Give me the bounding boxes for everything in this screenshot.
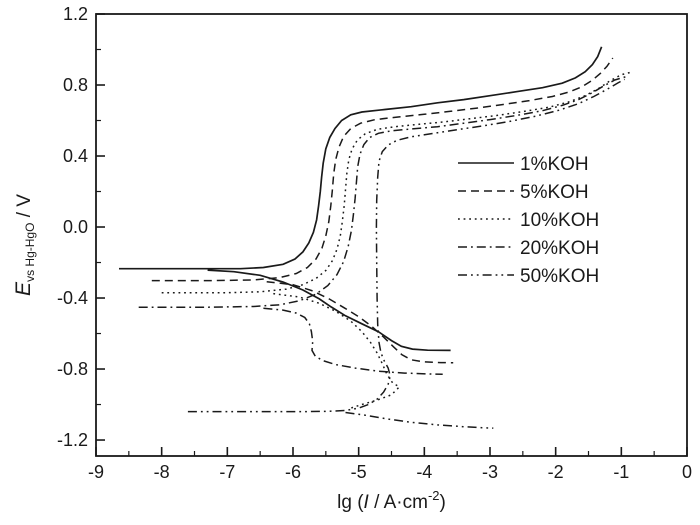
curve-5pct-koh-anodic <box>151 57 614 282</box>
legend-label-20pct-koh: 20%KOH <box>520 238 599 259</box>
x-axis-tick-label: 0 <box>682 462 692 482</box>
y-axis-tick-label: 1.2 <box>63 4 88 24</box>
y-axis-tick-label: 0.0 <box>63 217 88 237</box>
curve-50pct-koh-cathodic <box>345 411 494 429</box>
y-axis-tick-label: -1.2 <box>57 430 88 450</box>
y-axis-tick-label: 0.4 <box>63 146 88 166</box>
x-axis-tick-label: -2 <box>548 462 564 482</box>
x-axis-tick-label: -8 <box>154 462 170 482</box>
x-axis-tick-label: -1 <box>613 462 629 482</box>
curve-1pct-koh-anodic <box>119 46 603 270</box>
legend-label-5pct-koh: 5%KOH <box>520 182 589 203</box>
x-axis-tick-label: -9 <box>88 462 104 482</box>
legend-label-10pct-koh: 10%KOH <box>520 210 599 231</box>
legend-label-1pct-koh: 1%KOH <box>520 154 589 175</box>
y-axis-tick-label: -0.4 <box>57 288 88 308</box>
y-axis-tick-label: -0.8 <box>57 359 88 379</box>
x-axis-title: lg (I / A·cm-2) <box>337 488 446 513</box>
y-axis-title: Evs Hg-HgO / V <box>12 194 37 296</box>
curve-10pct-koh-cathodic <box>273 292 401 409</box>
x-axis-tick-label: -7 <box>219 462 235 482</box>
y-axis-tick-label: 0.8 <box>63 75 88 95</box>
legend-label-50pct-koh: 50%KOH <box>520 266 599 287</box>
x-axis-tick-label: -6 <box>285 462 301 482</box>
curve-1pct-koh-cathodic <box>207 269 451 352</box>
curve-20pct-koh-cathodic <box>263 307 443 375</box>
curve-50pct-koh-anodic <box>187 78 625 413</box>
x-axis-tick-label: -4 <box>416 462 432 482</box>
curve-10pct-koh-anodic <box>161 70 634 294</box>
x-axis-tick-label: -3 <box>482 462 498 482</box>
x-axis-tick-label: -5 <box>351 462 367 482</box>
plot-frame <box>95 13 688 457</box>
